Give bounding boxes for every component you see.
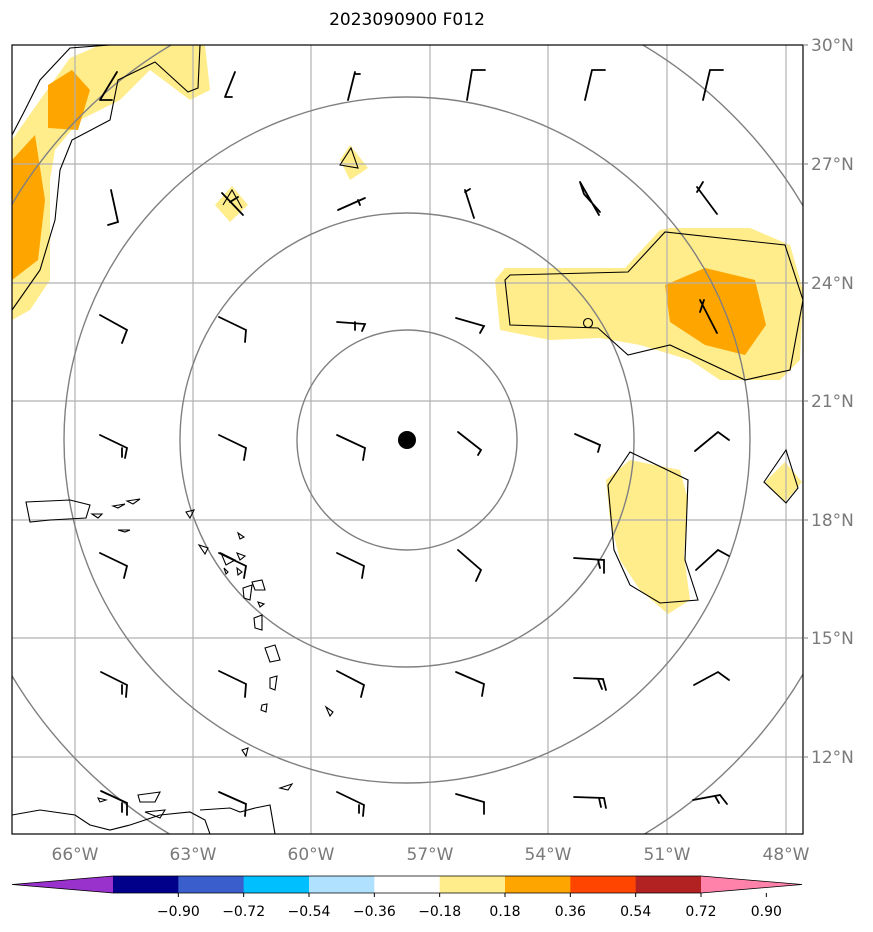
lon-label: 63°W (170, 845, 217, 865)
map-area (12, 45, 803, 834)
lon-label: 54°W (525, 845, 572, 865)
colorbar-bin (505, 876, 571, 893)
lon-label: 48°W (763, 845, 810, 865)
lon-label: 57°W (407, 845, 454, 865)
map-title: 2023090900 F012 (329, 10, 485, 30)
colorbar-label: −0.36 (353, 904, 396, 920)
colorbar-extend-high (701, 876, 802, 893)
lon-label: 66°W (52, 845, 99, 865)
lat-label: 24°N (811, 274, 854, 294)
lat-label: 21°N (811, 392, 854, 412)
colorbar-bin (243, 876, 310, 893)
lat-label: 12°N (811, 748, 854, 768)
colorbar-outline (11, 875, 803, 894)
colorbar-bin (374, 876, 441, 893)
map-frame (11, 44, 804, 835)
lat-label: 15°N (811, 629, 854, 649)
colorbar: −0.90 −0.72 −0.54 −0.36 −0.18 0.18 0.36 0.54 0.7… (11, 875, 803, 920)
colorbar-bin (309, 876, 375, 893)
coastlines (12, 45, 803, 834)
colorbar-bin (178, 876, 245, 893)
colorbar-label: −0.72 (222, 904, 265, 920)
range-rings (12, 45, 803, 834)
lat-ticks (803, 44, 808, 758)
colorbar-label: −0.18 (418, 904, 461, 920)
storm-center-marker (398, 431, 416, 449)
colorbar-bin (570, 876, 637, 893)
colorbar-label: −0.90 (157, 904, 200, 920)
colorbar-label: 0.90 (751, 904, 782, 920)
lon-label: 60°W (288, 845, 335, 865)
colorbar-bin (635, 876, 702, 893)
gridlines (12, 45, 803, 834)
wind-barbs (99, 69, 730, 817)
colorbar-label: 0.36 (555, 904, 586, 920)
lat-label: 18°N (811, 511, 854, 531)
colorbar-extend-low (12, 876, 113, 893)
lat-label: 27°N (811, 155, 854, 175)
colorbar-bin (113, 876, 179, 893)
lon-labels: 66°W 63°W 60°W 57°W 54°W 51°W 48°W (52, 845, 810, 865)
colorbar-label: 0.54 (620, 904, 651, 920)
colorbar-bin (439, 876, 506, 893)
lat-labels: 30°N 27°N 24°N 21°N 18°N 15°N 12°N (811, 36, 854, 768)
colorbar-label: 0.18 (489, 904, 520, 920)
lat-label: 30°N (811, 36, 854, 56)
lon-label: 51°W (644, 845, 691, 865)
colorbar-label: −0.54 (288, 904, 331, 920)
shaded-field (12, 45, 803, 614)
colorbar-label: 0.72 (685, 904, 716, 920)
